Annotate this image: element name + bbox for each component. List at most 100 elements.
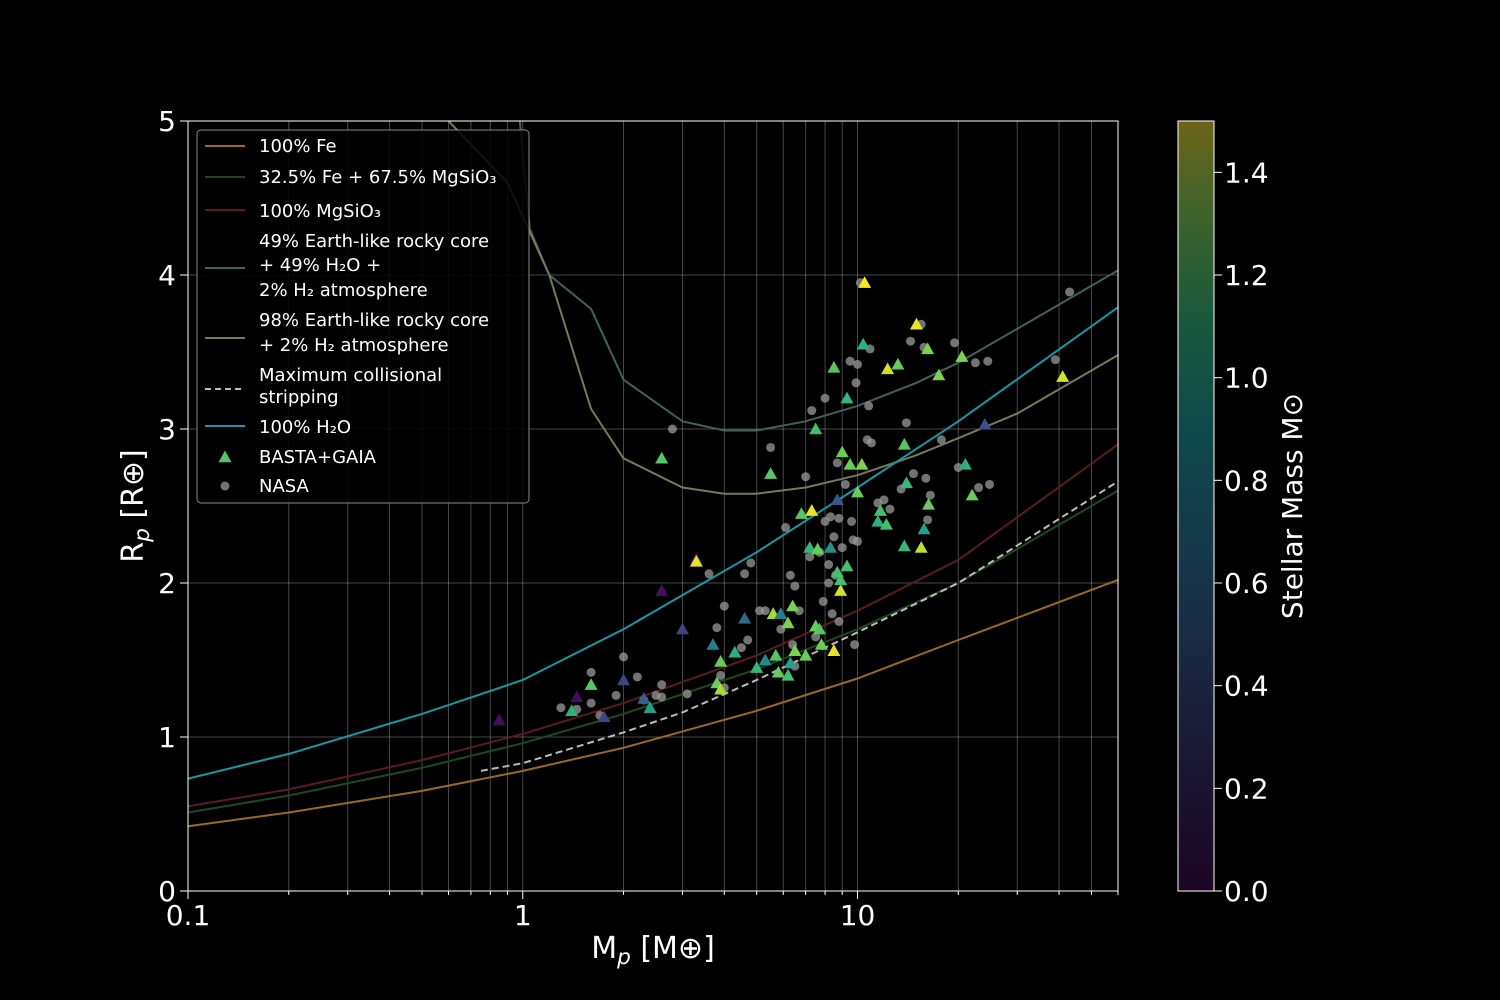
legend-label: Maximum collisional bbox=[259, 365, 442, 386]
basta-gaia-point bbox=[706, 638, 720, 650]
x-axis-label: Mp [M⊕] bbox=[591, 931, 715, 970]
legend-label: 100% Fe bbox=[259, 136, 337, 157]
basta-gaia-point bbox=[881, 362, 895, 375]
legend-handle-circle bbox=[220, 481, 230, 491]
basta-gaia-point bbox=[1056, 370, 1070, 382]
curve-100-fe bbox=[188, 578, 1118, 828]
nasa-point bbox=[921, 473, 931, 483]
legend-label: 49% Earth-like rocky core bbox=[259, 231, 489, 252]
basta-gaia-point bbox=[873, 504, 887, 516]
colorbar-tick-label: 1.0 bbox=[1224, 362, 1269, 395]
basta-gaia-point bbox=[955, 350, 969, 362]
nasa-point bbox=[619, 652, 629, 662]
curve-maximum-collisional-stripping bbox=[480, 480, 1118, 772]
y-axis-label: Rp [R⊕] bbox=[116, 449, 155, 563]
basta-gaia-point bbox=[921, 342, 935, 355]
nasa-point bbox=[983, 356, 993, 366]
nasa-point bbox=[840, 479, 850, 489]
colorbar-tick-label: 0.2 bbox=[1224, 772, 1269, 805]
basta-gaia-point bbox=[764, 467, 778, 479]
legend-label: + 49% H₂O + bbox=[259, 255, 381, 276]
x-tick-label: 10 bbox=[840, 899, 876, 932]
basta-gaia-point bbox=[840, 391, 854, 404]
x-tick-label: 0.1 bbox=[166, 899, 211, 932]
y-tick-label: 3 bbox=[158, 413, 176, 446]
y-tick-label: 0 bbox=[158, 875, 176, 908]
basta-gaia-point bbox=[788, 644, 802, 656]
nasa-point bbox=[1065, 287, 1075, 297]
nasa-point bbox=[740, 569, 750, 579]
nasa-point bbox=[736, 643, 746, 653]
nasa-point bbox=[925, 490, 935, 500]
nasa-point bbox=[632, 672, 642, 682]
legend-label: 100% H₂O bbox=[259, 417, 351, 438]
legend-box bbox=[196, 129, 530, 504]
colorbar-ticks: 0.0 0.2 0.4 0.6 0.8 1.0 1.2 1.4 bbox=[1214, 156, 1269, 908]
basta-gaia-point bbox=[643, 701, 657, 713]
legend: 100% Fe 32.5% Fe + 67.5% MgSiO₃ 100% MgSiO… bbox=[196, 129, 530, 504]
basta-gaia-point bbox=[565, 704, 579, 717]
basta-gaia-point bbox=[750, 661, 764, 673]
legend-label: stripping bbox=[259, 387, 339, 408]
basta-gaia-point bbox=[965, 488, 979, 501]
nasa-point bbox=[781, 523, 791, 533]
basta-gaia-point bbox=[774, 607, 788, 619]
basta-gaia-point bbox=[655, 451, 669, 464]
basta-gaia-point bbox=[799, 648, 813, 661]
nasa-point bbox=[611, 690, 621, 700]
basta-gaia-point bbox=[899, 476, 913, 489]
nasa-point bbox=[901, 418, 911, 428]
nasa-point bbox=[866, 438, 876, 448]
basta-gaia-point bbox=[856, 337, 870, 350]
basta-gaia-point bbox=[835, 445, 849, 458]
basta-gaia-point bbox=[758, 653, 772, 666]
nasa-point bbox=[885, 504, 895, 514]
nasa-point bbox=[760, 606, 770, 616]
basta-gaia-point bbox=[909, 317, 923, 330]
basta-gaia-point bbox=[783, 656, 797, 669]
nasa-point bbox=[853, 359, 863, 369]
nasa-point bbox=[970, 358, 980, 368]
basta-gaia-point bbox=[769, 648, 783, 661]
nasa-point bbox=[682, 689, 692, 699]
nasa-point bbox=[847, 516, 857, 526]
colorbar: 0.0 0.2 0.4 0.6 0.8 1.0 1.2 1.4 Stellar Mass M⊙ bbox=[1177, 120, 1309, 908]
basta-gaia-point bbox=[858, 276, 872, 288]
nasa-point bbox=[719, 601, 729, 611]
y-tick-label: 5 bbox=[158, 105, 176, 138]
nasa-point bbox=[950, 338, 960, 348]
legend-label: 2% H₂ atmosphere bbox=[259, 280, 428, 301]
nasa-point bbox=[824, 578, 834, 588]
nasa-point bbox=[829, 532, 839, 542]
nasa-point bbox=[657, 680, 667, 690]
nasa-point bbox=[832, 458, 842, 468]
basta-gaia-point bbox=[781, 668, 795, 681]
curve-32-5-fe-67-5-mgsio bbox=[188, 489, 1118, 814]
basta-gaia-point bbox=[978, 417, 992, 430]
basta-gaia-point bbox=[637, 692, 651, 704]
model-curves bbox=[188, 121, 1118, 828]
nasa-point bbox=[834, 513, 844, 523]
nasa-point bbox=[556, 703, 566, 713]
nasa-point bbox=[790, 581, 800, 591]
basta-gaia-point bbox=[932, 368, 946, 381]
nasa-point bbox=[974, 483, 984, 493]
nasa-point bbox=[716, 670, 726, 680]
basta-gaia-point bbox=[834, 584, 848, 596]
nasa-point bbox=[837, 543, 847, 553]
colorbar-tick-label: 1.2 bbox=[1224, 259, 1269, 292]
nasa-point bbox=[906, 336, 916, 346]
nasa-point bbox=[657, 692, 667, 702]
nasa-point bbox=[1050, 355, 1060, 365]
basta-gaia-point bbox=[823, 541, 837, 553]
nasa-point bbox=[811, 632, 821, 642]
data-points bbox=[492, 276, 1075, 726]
basta-gaia-point bbox=[492, 713, 506, 726]
nasa-point bbox=[845, 356, 855, 366]
legend-label: + 2% H₂ atmosphere bbox=[259, 335, 449, 356]
basta-gaia-point bbox=[871, 514, 885, 527]
colorbar-tick-label: 0.4 bbox=[1224, 670, 1269, 703]
legend-label: NASA bbox=[259, 476, 310, 497]
nasa-point bbox=[953, 463, 963, 472]
nasa-point bbox=[825, 512, 835, 522]
